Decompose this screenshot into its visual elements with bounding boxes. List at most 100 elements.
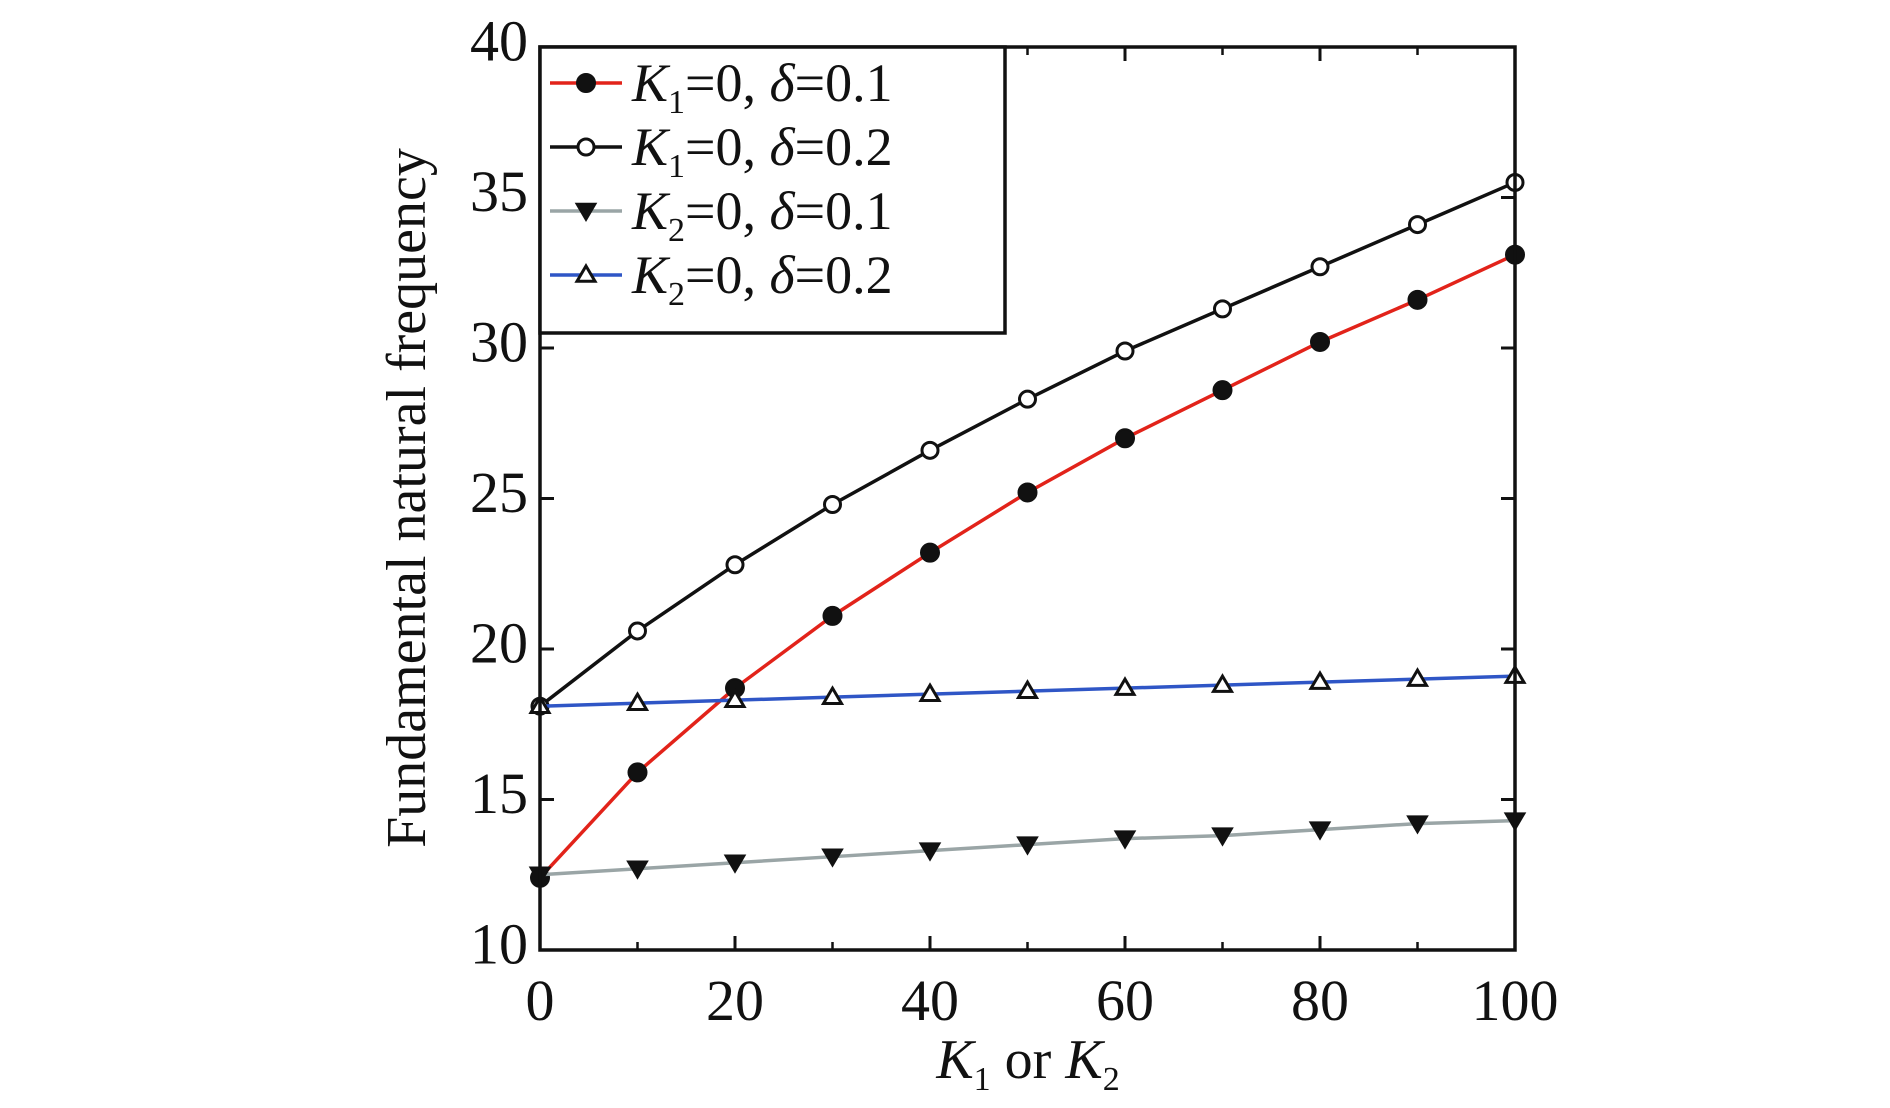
legend-entry: K2=0, δ=0.2 [550, 245, 893, 313]
y-tick-label: 25 [470, 460, 528, 525]
y-tick-label: 20 [470, 610, 528, 675]
legend-label-delta: δ [770, 245, 796, 305]
x-tick-label: 80 [1291, 968, 1349, 1033]
legend-entries: K1=0, δ=0.1K1=0, δ=0.2K2=0, δ=0.1K2=0, δ… [550, 53, 893, 313]
y-axis-title-text: Fundamental natural frequency [376, 148, 438, 848]
legend-label-rest: =0, [685, 53, 769, 113]
data-point [1406, 815, 1429, 835]
data-point [1115, 428, 1135, 449]
data-point [918, 682, 942, 702]
x-axis-title: K1 or K2 [935, 1029, 1119, 1098]
x-tick-label: 100 [1472, 968, 1559, 1033]
data-point [1115, 341, 1135, 361]
y-tick-label: 40 [470, 8, 528, 73]
legend-label-value: =0.2 [795, 245, 893, 305]
data-point [1212, 380, 1233, 401]
x-axis-title-sub-2: 2 [1103, 1061, 1120, 1098]
x-axis-title-sub-1: 1 [974, 1061, 991, 1098]
x-tick-label: 60 [1096, 968, 1154, 1033]
legend: K1=0, δ=0.1K1=0, δ=0.2K2=0, δ=0.1K2=0, δ… [538, 45, 1007, 335]
legend-box [538, 45, 1007, 335]
legend-label-letter: K [631, 53, 671, 113]
legend-marker [574, 263, 598, 283]
data-point [1308, 670, 1332, 690]
tick-layer: 10 15 20 25 30 35 40 0 20 40 60 80 100 [470, 8, 1559, 1033]
legend-label: K2=0, δ=0.1 [631, 181, 893, 249]
legend-label-rest: =0, [685, 117, 769, 177]
data-point [820, 685, 845, 705]
legend-label-delta: δ [770, 181, 796, 241]
legend-entry: K2=0, δ=0.1 [550, 181, 893, 249]
data-point [1018, 389, 1037, 409]
legend-entry: K1=0, δ=0.1 [550, 53, 893, 121]
legend-label-sub: 2 [668, 276, 685, 313]
x-tick-label: 0 [526, 968, 555, 1033]
legend-label-sub: 2 [668, 212, 685, 249]
legend-label-value: =0.1 [795, 53, 893, 113]
plot-frame [538, 45, 1517, 952]
data-point [626, 860, 649, 880]
legend-label-letter: K [631, 181, 671, 241]
legend-label-sub: 1 [668, 84, 685, 121]
data-point [1407, 289, 1428, 310]
data-point [1213, 299, 1232, 319]
data-point [628, 621, 647, 641]
legend-marker [574, 202, 598, 222]
series-3 [528, 812, 1527, 886]
series-4 [528, 664, 1527, 714]
series-layer [528, 172, 1527, 888]
legend-label-delta: δ [770, 53, 796, 113]
data-point [723, 688, 747, 708]
data-point [1210, 673, 1235, 693]
data-point [1113, 830, 1137, 850]
legend-label-sub: 1 [668, 148, 685, 185]
data-point [723, 854, 747, 874]
data-point [625, 691, 650, 711]
legend-label: K1=0, δ=0.1 [631, 53, 893, 121]
data-point [1016, 836, 1039, 856]
legend-label-rest: =0, [685, 245, 769, 305]
data-point [1017, 482, 1038, 503]
x-tick-label: 20 [706, 968, 764, 1033]
x-tick-label: 40 [901, 968, 959, 1033]
data-point [1113, 676, 1137, 696]
data-point [920, 440, 940, 460]
legend-label-letter: K [631, 245, 671, 305]
y-tick-label: 15 [470, 761, 528, 826]
legend-label: K2=0, δ=0.2 [631, 245, 893, 313]
legend-label-letter: K [631, 117, 671, 177]
data-point [1308, 821, 1332, 841]
legend-label-value: =0.1 [795, 181, 893, 241]
series-2 [530, 172, 1525, 716]
x-axis-title-letter-1: K [935, 1029, 976, 1091]
y-tick-label: 35 [470, 159, 528, 224]
series-line [538, 253, 1516, 879]
y-tick-label: 10 [470, 911, 528, 976]
data-point [821, 848, 844, 868]
data-point [725, 555, 745, 575]
legend-entry: K1=0, δ=0.2 [550, 117, 893, 185]
legend-marker [576, 73, 596, 93]
data-point [920, 542, 940, 563]
data-point [1310, 257, 1330, 277]
data-point [1405, 667, 1430, 687]
data-point [1211, 827, 1234, 847]
data-point [1310, 331, 1330, 352]
series-1 [530, 244, 1525, 888]
data-point [823, 495, 842, 515]
legend-label: K1=0, δ=0.2 [631, 117, 893, 185]
data-point [1408, 215, 1427, 235]
data-point [822, 605, 843, 626]
x-axis-title-middle: or [991, 1029, 1066, 1091]
data-point [627, 762, 648, 783]
data-point [918, 842, 942, 862]
y-tick-label: 30 [470, 309, 528, 374]
legend-label-value: =0.2 [795, 117, 893, 177]
legend-marker [576, 137, 596, 157]
y-axis-title: Fundamental natural frequency [376, 148, 438, 848]
legend-label-rest: =0, [685, 181, 769, 241]
x-axis-title-letter-2: K [1064, 1029, 1105, 1091]
legend-label-delta: δ [770, 117, 796, 177]
data-point [1015, 679, 1040, 699]
